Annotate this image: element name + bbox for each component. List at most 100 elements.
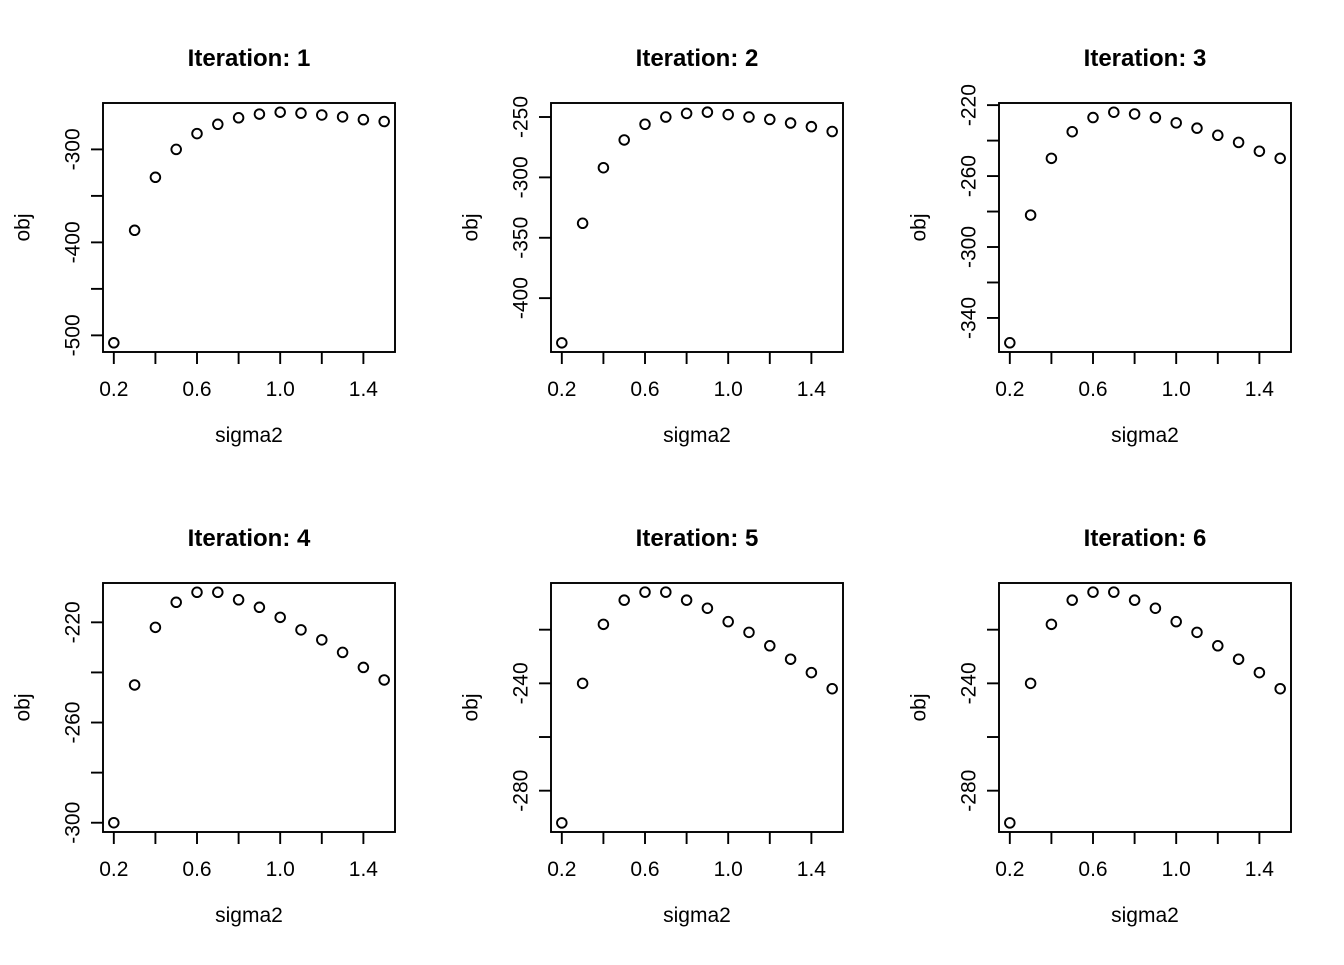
subplot-iteration-2: Iteration: 2 0.2 0.6 1.0 1.4 -400 -350 -300 -250… [448, 0, 896, 480]
plot-title: Iteration: 3 [1084, 45, 1207, 72]
data-point [1170, 117, 1182, 129]
data-point [826, 125, 838, 138]
data-point [212, 118, 224, 131]
plot-title: Iteration: 2 [636, 45, 759, 72]
data-point [618, 134, 630, 146]
y-tick-label: -220 [61, 601, 84, 643]
data-point [316, 109, 328, 121]
data-point [357, 113, 370, 126]
data-point [1066, 125, 1078, 138]
data-point [1253, 145, 1266, 157]
data-point [149, 171, 162, 184]
data-point [1149, 602, 1162, 614]
x-axis-label: sigma2 [215, 904, 283, 927]
x-tick-label: 1.4 [349, 858, 379, 881]
data-point [1232, 653, 1245, 665]
scatter-plot: Iteration: 2 0.2 0.6 1.0 1.4 -400 -350 -300 -250… [459, 45, 844, 447]
scatter-plot: Iteration: 5 0.2 0.6 1.0 1.4 -280 -240 sigma2 ob… [459, 525, 844, 927]
data-point [378, 674, 390, 686]
subplot-iteration-6: Iteration: 6 0.2 0.6 1.0 1.4 -280 -240 sigma2 ob… [896, 480, 1344, 960]
plot-box [998, 102, 1292, 353]
data-point [1191, 122, 1203, 134]
subplot-iteration-5: Iteration: 5 0.2 0.6 1.0 1.4 -280 -240 sigma2 ob… [448, 480, 896, 960]
x-axis-label: sigma2 [215, 424, 283, 447]
plot-title: Iteration: 1 [188, 45, 311, 72]
plot-box [550, 102, 844, 353]
data-point [743, 111, 755, 123]
data-point [576, 677, 589, 690]
data-point [805, 120, 818, 133]
data-point [295, 107, 307, 119]
data-point [1128, 594, 1141, 606]
y-axis-label: obj [11, 693, 34, 721]
data-point [128, 679, 141, 691]
data-point [1004, 337, 1016, 349]
data-point [1004, 817, 1016, 829]
y-axis-label: obj [11, 213, 34, 241]
x-tick-label: 1.4 [349, 378, 379, 401]
y-tick-label: -300 [509, 156, 532, 198]
data-point [639, 586, 651, 598]
plot-box [102, 102, 396, 353]
plot-title: Iteration: 5 [636, 525, 759, 552]
y-tick-label: -280 [509, 770, 532, 812]
x-tick-label: 1.4 [797, 378, 827, 401]
x-tick-label: 0.6 [630, 858, 659, 881]
data-point [295, 624, 307, 636]
data-point [1045, 152, 1058, 165]
x-axis-label: sigma2 [1111, 424, 1179, 447]
data-point [1024, 677, 1037, 690]
data-point [1108, 106, 1120, 118]
y-tick-label: -240 [509, 662, 532, 704]
x-tick-label: 0.2 [99, 858, 128, 881]
x-tick-label: 1.4 [1245, 378, 1275, 401]
plot-title: Iteration: 6 [1084, 525, 1207, 552]
y-tick-label: -260 [61, 702, 84, 744]
data-point [232, 112, 245, 124]
data-point [1087, 111, 1099, 124]
data-point [722, 615, 734, 628]
data-point [1066, 594, 1078, 606]
y-tick-label: -250 [509, 96, 532, 138]
x-axis-label: sigma2 [663, 424, 731, 447]
data-point [212, 586, 224, 599]
x-tick-label: 1.0 [266, 858, 295, 881]
y-axis-label: obj [907, 213, 930, 241]
data-point [1128, 108, 1141, 120]
y-tick-label: -280 [957, 770, 980, 812]
y-axis-label: obj [459, 213, 482, 241]
plot-box [550, 582, 844, 833]
data-point [1108, 586, 1120, 598]
data-point [722, 108, 734, 121]
x-tick-label: 1.0 [714, 378, 743, 401]
data-point [357, 661, 370, 674]
y-tick-label: -240 [957, 662, 980, 704]
data-point [1253, 666, 1266, 679]
data-point [274, 106, 286, 118]
data-point [556, 337, 568, 349]
subplot-iteration-3: Iteration: 3 0.2 0.6 1.0 1.4 -340 -300 -260 -220… [896, 0, 1344, 480]
y-tick-label: -500 [61, 314, 84, 356]
y-tick-label: -350 [509, 217, 532, 259]
y-tick-label: -400 [509, 277, 532, 319]
data-point [1274, 682, 1286, 695]
data-point [680, 594, 693, 606]
data-point [1274, 152, 1286, 165]
x-tick-label: 0.6 [630, 378, 659, 401]
scatter-plot: Iteration: 3 0.2 0.6 1.0 1.4 -340 -300 -260 -220… [907, 45, 1292, 447]
plot-title: Iteration: 4 [188, 525, 311, 552]
x-tick-label: 0.2 [995, 858, 1024, 881]
subplot-iteration-1: Iteration: 1 0.2 0.6 1.0 1.4 -500 -400 -300 sigm… [0, 0, 448, 480]
scatter-plot: Iteration: 4 0.2 0.6 1.0 1.4 -300 -260 -220 sigm… [11, 525, 396, 927]
data-point [191, 586, 203, 599]
data-point [1212, 640, 1224, 652]
x-tick-label: 0.6 [182, 378, 211, 401]
x-axis-label: sigma2 [1111, 904, 1179, 927]
data-point [680, 107, 693, 120]
data-point [149, 621, 162, 634]
data-point [1170, 615, 1182, 628]
data-point [336, 111, 349, 123]
data-point [701, 106, 714, 118]
data-point [660, 111, 672, 123]
